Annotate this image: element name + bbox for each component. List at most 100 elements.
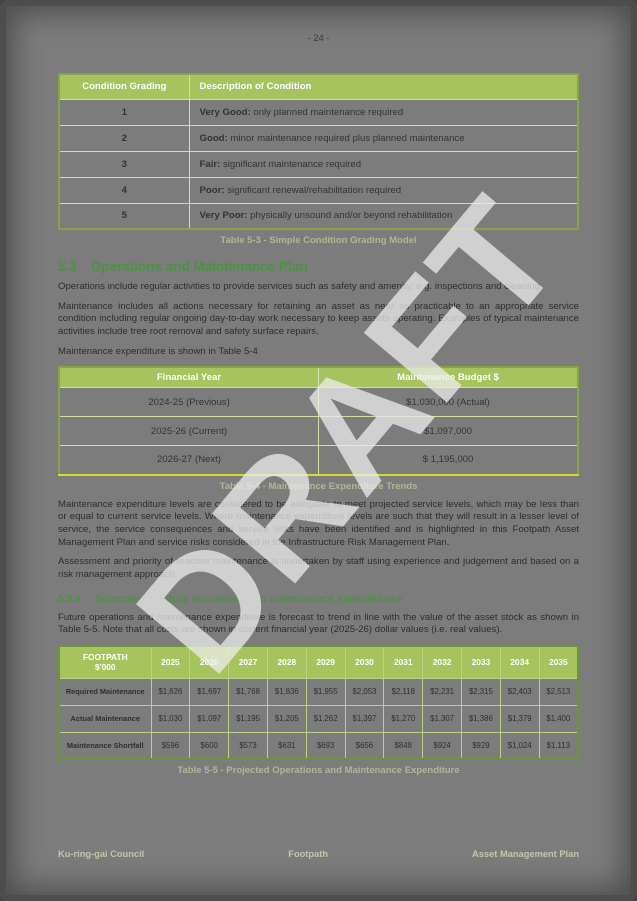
condition-row: 3 Fair: significant maintenance required <box>58 150 579 178</box>
budget-year-cell: 2024-25 (Previous) <box>58 387 319 418</box>
condition-description-cell: Very Poor: physically unsound and/or bey… <box>188 202 579 230</box>
projection-corner-line2: $'000 <box>94 662 116 673</box>
projection-value-cell: $573 <box>228 731 268 760</box>
projection-value-cell: $656 <box>344 731 385 760</box>
condition-description-cell: Fair: significant maintenance required <box>188 150 579 178</box>
projection-value-cell: $1,955 <box>305 677 346 706</box>
projection-value-cell: $924 <box>422 731 462 760</box>
projection-value-cell: $929 <box>461 731 501 760</box>
page-footer: Ku-ring-gai Council Footpath Asset Manag… <box>58 849 579 859</box>
projection-value-cell: $2,118 <box>383 677 424 706</box>
projection-header-row: FOOTPATH $'000 2025 2026 2027 2028 2029 2030 2… <box>58 645 579 679</box>
projection-year-header: 2034 <box>499 645 540 679</box>
condition-row: 2 Good: minor maintenance required plus p… <box>58 124 579 152</box>
condition-rating-text: minor maintenance required plus planned … <box>227 132 465 144</box>
condition-header-row: Condition Grading Description of Conditi… <box>58 73 579 100</box>
page-content: Condition Grading Description of Conditi… <box>0 73 637 776</box>
condition-row: 4 Poor: significant renewal/rehabilitatio… <box>58 176 579 204</box>
projection-value-cell: $2,315 <box>461 677 501 706</box>
section-title: Operations and Maintenance Plan <box>90 259 308 274</box>
page-number: - 24 - <box>307 33 330 44</box>
condition-rating-label: Very Good: <box>199 106 251 118</box>
budget-header-row: Financial Year Maintenance Budget $ <box>58 366 579 389</box>
projection-value-cell: $1,024 <box>499 731 540 760</box>
section-heading: 5.3 Operations and Maintenance Plan <box>58 259 579 274</box>
projection-year-header: 2033 <box>461 645 501 679</box>
paragraph-expenditure-levels: Maintenance expenditure levels are consi… <box>58 498 579 548</box>
projection-year-header: 2027 <box>228 645 268 679</box>
projection-value-cell: $1,379 <box>499 704 540 733</box>
condition-rating-label: Fair: <box>199 158 221 170</box>
projection-year-header: 2030 <box>344 645 385 679</box>
projection-value-cell: $1,626 <box>150 677 191 706</box>
condition-rating-text: physically unsound and/or beyond rehabil… <box>247 210 453 222</box>
condition-grade-cell: 4 <box>58 176 190 204</box>
projection-value-cell: $848 <box>383 731 424 760</box>
budget-row: 2024-25 (Previous) $1,030,000 (Actual) <box>58 387 579 418</box>
footer-plan: Asset Management Plan <box>472 849 579 859</box>
budget-value-cell: $ 1,195,000 <box>318 445 579 476</box>
table-5-4-caption: Table 5-4 - Maintenance Expenditure Tren… <box>219 480 418 492</box>
budget-value-cell: $1,030,000 (Actual) <box>318 387 579 418</box>
financial-year-header: Financial Year <box>58 366 319 389</box>
footer-council: Ku-ring-gai Council <box>58 849 145 859</box>
condition-row: 5 Very Poor: physically unsound and/or be… <box>58 202 579 230</box>
section-number: 5.3 <box>58 259 77 274</box>
condition-rating-text: significant maintenance required <box>220 158 362 170</box>
projection-table: FOOTPATH $'000 2025 2026 2027 2028 2029 2030 2… <box>58 645 579 761</box>
projection-value-cell: $2,053 <box>344 677 385 706</box>
projection-row: Actual Maintenance $1,030 $1,097 $1,195 $1,2… <box>58 704 579 733</box>
projection-value-cell: $1,386 <box>461 704 501 733</box>
projection-value-cell: $1,400 <box>538 704 579 733</box>
subsection-number: 5.3.1 <box>58 592 82 605</box>
projection-year-header: 2031 <box>383 645 424 679</box>
footer-document: Footpath <box>288 849 329 859</box>
projection-year-header: 2026 <box>189 645 230 679</box>
projection-value-cell: $1,836 <box>266 677 307 706</box>
projection-row-label: Maintenance Shortfall <box>58 731 152 760</box>
condition-description-cell: Very Good: only planned maintenance requ… <box>188 98 579 126</box>
budget-row: 2025-26 (Current) $1,097,000 <box>58 416 579 447</box>
condition-grading-header: Condition Grading <box>58 73 190 100</box>
projection-value-cell: $1,697 <box>189 677 230 706</box>
projection-row: Maintenance Shortfall $596 $600 $573 $631 $69… <box>58 731 579 760</box>
budget-year-cell: 2025-26 (Current) <box>58 416 319 447</box>
projection-value-cell: $1,097 <box>189 704 230 733</box>
maintenance-budget-table: Financial Year Maintenance Budget $ 2024… <box>58 365 579 476</box>
budget-row: 2026-27 (Next) $ 1,195,000 <box>58 445 579 476</box>
paragraph-operations: Operations include regular activities to… <box>58 281 543 292</box>
budget-year-cell: 2026-27 (Next) <box>58 445 319 476</box>
maintenance-budget-header: Maintenance Budget $ <box>318 366 579 389</box>
projection-year-header: 2032 <box>422 645 462 679</box>
condition-grading-table: Condition Grading Description of Conditi… <box>58 73 579 230</box>
condition-description-header: Description of Condition <box>188 73 579 100</box>
projection-value-cell: $1,307 <box>422 704 462 733</box>
paragraph-expenditure-ref: Maintenance expenditure is shown in Tabl… <box>58 345 258 357</box>
projection-value-cell: $600 <box>189 731 230 760</box>
table-5-5-caption: Table 5-5 - Projected Operations and Mai… <box>177 765 460 777</box>
condition-description-cell: Poor: significant renewal/rehabilitation… <box>188 176 579 204</box>
paragraph-future-expenditure: Future operations and maintenance expend… <box>58 611 579 636</box>
projection-value-cell: $693 <box>305 731 346 760</box>
subsection-heading: 5.3.1 Summary of future operations and ma… <box>58 593 579 605</box>
condition-row: 1 Very Good: only planned maintenance req… <box>58 98 579 126</box>
condition-description-cell: Good: minor maintenance required plus pl… <box>188 124 579 152</box>
projection-year-header: 2025 <box>150 645 191 679</box>
condition-grade-cell: 1 <box>58 98 190 126</box>
projection-corner-line1: FOOTPATH <box>82 652 128 663</box>
projection-value-cell: $631 <box>266 731 307 760</box>
projection-value-cell: $1,113 <box>538 731 579 760</box>
projection-value-cell: $1,262 <box>305 704 346 733</box>
projection-value-cell: $1,195 <box>228 704 268 733</box>
projection-value-cell: $1,030 <box>150 704 191 733</box>
projection-value-cell: $2,513 <box>538 677 579 706</box>
projection-value-cell: $2,231 <box>422 677 462 706</box>
budget-value-cell: $1,097,000 <box>318 416 579 447</box>
projection-value-cell: $2,403 <box>499 677 540 706</box>
condition-rating-text: only planned maintenance required <box>250 106 404 118</box>
condition-grade-cell: 5 <box>58 202 190 230</box>
projection-value-cell: $1,768 <box>228 677 268 706</box>
subsection-title: Summary of future operations and mainten… <box>95 592 403 605</box>
paragraph-maintenance-definition: Maintenance includes all actions necessa… <box>58 300 579 338</box>
